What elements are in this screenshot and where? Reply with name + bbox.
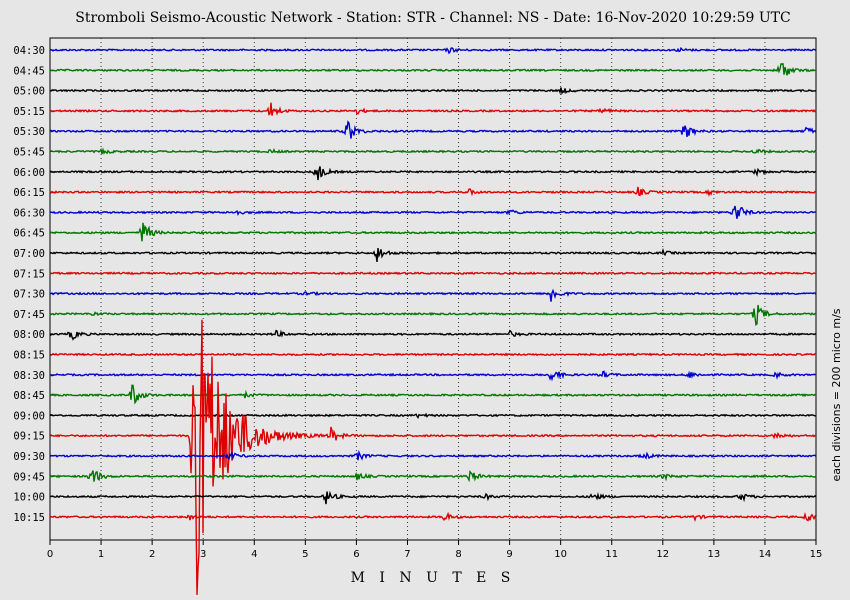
x-tick-label: 0 [47, 549, 53, 560]
row-time-labels: 04:30 04:45 05:00 05:15 05:30 05:45 06:00 06:15… [13, 45, 54, 524]
x-tick-label: 14 [759, 549, 772, 560]
trace-0930 [49, 449, 817, 461]
x-axis-ticks: 0 1 2 3 4 5 6 7 8 9 10 11 12 13 14 15 [47, 540, 823, 560]
x-tick-label: 12 [656, 549, 669, 560]
row-time-label: 08:45 [13, 390, 45, 402]
trace-0600 [49, 166, 817, 181]
trace-0645 [49, 222, 817, 242]
plot-frame [49, 37, 817, 541]
x-tick-label: 9 [506, 549, 512, 560]
x-axis-label: M I N U T E S [351, 570, 516, 586]
row-time-label: 09:30 [13, 451, 45, 463]
trace-1000 [49, 490, 817, 505]
row-time-label: 04:30 [13, 45, 45, 57]
row-time-label: 05:00 [13, 86, 45, 98]
row-time-label: 05:45 [13, 147, 45, 159]
trace-0515 [49, 102, 817, 116]
row-time-label: 07:00 [13, 248, 45, 260]
scale-note: each divisions = 200 micro m/s [830, 308, 843, 481]
row-time-label: 08:15 [13, 350, 45, 362]
seismic-traces [49, 46, 817, 595]
row-time-label: 05:30 [13, 126, 45, 138]
trace-0745 [49, 304, 817, 327]
row-time-label: 10:15 [13, 512, 45, 524]
trace-0700 [49, 248, 817, 262]
x-tick-label: 7 [404, 549, 410, 560]
trace-0530 [49, 120, 817, 139]
trace-0830 [49, 370, 817, 382]
x-tick-label: 5 [302, 549, 308, 560]
row-time-label: 09:00 [13, 410, 45, 422]
row-time-label: 06:45 [13, 228, 45, 240]
row-time-label: 09:45 [13, 471, 45, 483]
trace-0915 [50, 319, 817, 595]
x-tick-label: 11 [605, 549, 618, 560]
x-tick-label: 2 [149, 549, 155, 560]
trace-0545 [49, 147, 817, 155]
trace-0845 [49, 384, 817, 405]
row-time-label: 04:45 [13, 65, 45, 77]
trace-0500 [49, 87, 817, 95]
row-time-label: 05:15 [13, 106, 45, 118]
row-time-label: 06:30 [13, 207, 45, 219]
x-tick-label: 4 [251, 549, 257, 560]
row-time-label: 10:00 [13, 492, 45, 504]
trace-0815 [49, 352, 817, 357]
x-tick-label: 1 [98, 549, 104, 560]
row-time-label: 06:00 [13, 167, 45, 179]
trace-0430 [49, 46, 817, 55]
trace-0730 [49, 288, 817, 302]
x-tick-label: 13 [707, 549, 720, 560]
trace-0615 [49, 186, 817, 198]
row-time-label: 09:15 [13, 431, 45, 443]
trace-1015 [49, 511, 817, 522]
row-time-label: 08:30 [13, 370, 45, 382]
x-tick-label: 6 [353, 549, 359, 560]
row-time-label: 06:15 [13, 187, 45, 199]
x-tick-label: 3 [200, 549, 206, 560]
row-time-label: 07:30 [13, 289, 45, 301]
row-time-label: 07:15 [13, 268, 45, 280]
trace-0715 [49, 271, 817, 276]
trace-0445 [49, 63, 817, 76]
x-tick-label: 15 [810, 549, 823, 560]
trace-0630 [49, 205, 817, 219]
row-time-label: 07:45 [13, 309, 45, 321]
x-tick-label: 10 [554, 549, 567, 560]
x-tick-label: 8 [455, 549, 461, 560]
row-time-label: 08:00 [13, 329, 45, 341]
trace-0945 [49, 470, 817, 483]
trace-0800 [49, 329, 817, 341]
chart-title: Stromboli Seismo-Acoustic Network - Stat… [75, 10, 790, 26]
trace-0900 [49, 412, 817, 419]
